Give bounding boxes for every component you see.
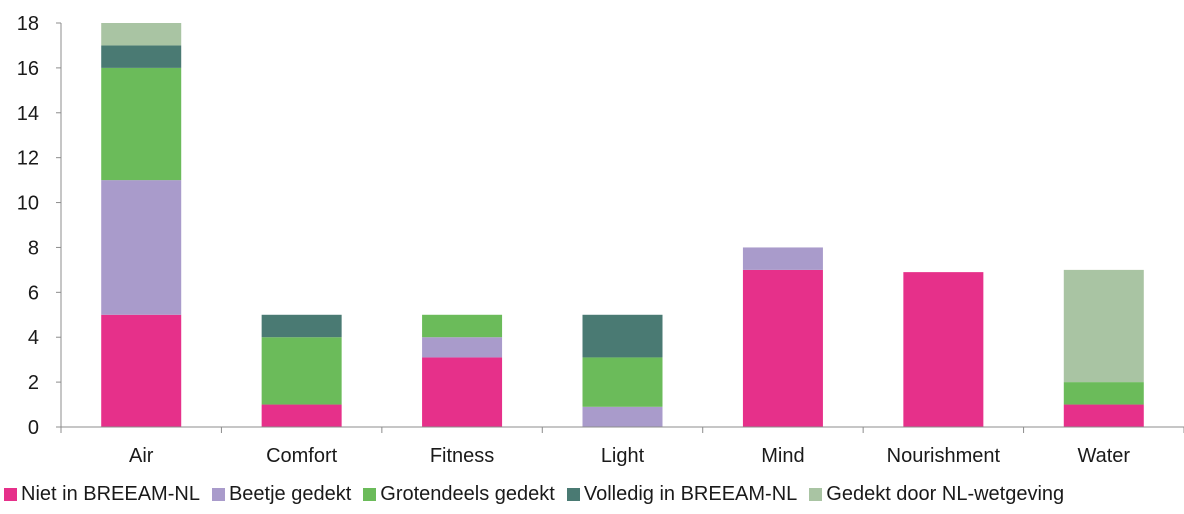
bar-segment-fitness-series-0 [422, 357, 503, 427]
x-tick-label: Water [1077, 445, 1130, 467]
y-tick-label: 18 [17, 13, 39, 35]
bar-segment-nourishment-series-0 [903, 272, 984, 427]
legend-swatch [566, 488, 580, 501]
x-tick-label: Air [129, 445, 154, 467]
bar-segment-comfort-series-2 [261, 337, 342, 405]
legend-item: Niet in BREEAM-NL [4, 483, 200, 506]
y-tick-label: 8 [28, 237, 39, 259]
bar-segment-mind-series-1 [742, 247, 823, 270]
y-tick-label: 12 [17, 148, 39, 170]
y-tick-label: 10 [17, 193, 39, 215]
legend-swatch [211, 488, 225, 501]
legend-label: Volledig in BREEAM-NL [583, 483, 798, 505]
legend-item: Volledig in BREEAM-NL [566, 483, 798, 506]
bar-segment-comfort-series-0 [261, 404, 342, 427]
bar-segment-mind-series-0 [742, 269, 823, 427]
y-tick-label: 16 [17, 58, 39, 80]
bar-segment-light-series-2 [582, 357, 663, 407]
legend-swatch [363, 488, 377, 501]
bars-group [101, 23, 1144, 427]
bar-segment-fitness-series-2 [422, 314, 503, 338]
y-tick-label: 6 [28, 282, 39, 304]
legend-label: Grotendeels gedekt [380, 483, 555, 505]
x-tick-label: Comfort [266, 445, 338, 467]
legend-swatch [809, 488, 823, 501]
y-tick-label: 2 [28, 372, 39, 394]
bar-segment-light-series-1 [582, 406, 663, 427]
legend: Niet in BREEAM-NL Beetje gedekt Grotendeel… [0, 483, 1184, 506]
bar-segment-air-series-0 [101, 314, 182, 427]
legend-swatch [4, 488, 17, 501]
legend-item: Grotendeels gedekt [363, 483, 555, 506]
legend-item: Gedekt door NL-wetgeving [809, 483, 1064, 506]
bar-segment-air-series-3 [101, 45, 182, 68]
y-tick-label: 14 [17, 103, 39, 125]
y-tick-label: 0 [28, 417, 39, 439]
chart: 0 2 4 6 8 10 12 14 16 18 Air Comfort Fitness Light Min… [17, 13, 1184, 467]
x-tick-label: Mind [761, 445, 804, 467]
legend-item: Beetje gedekt [211, 483, 352, 506]
bar-segment-water-series-2 [1063, 382, 1144, 405]
bar-segment-light-series-3 [582, 314, 663, 358]
legend-label: Beetje gedekt [228, 483, 352, 505]
bar-segment-fitness-series-1 [422, 337, 503, 358]
bar-segment-comfort-series-3 [261, 314, 342, 338]
x-tick-label: Light [601, 445, 645, 467]
bar-segment-water-series-4 [1063, 269, 1144, 383]
legend-label: Gedekt door NL-wetgeving [826, 483, 1065, 505]
legend-label: Niet in BREEAM-NL [21, 483, 200, 505]
x-tick-label: Fitness [430, 445, 494, 467]
bar-segment-air-series-2 [101, 67, 182, 181]
x-tick-label: Nourishment [887, 445, 1001, 467]
y-tick-label: 4 [28, 327, 39, 349]
bar-segment-water-series-0 [1063, 404, 1144, 427]
bar-segment-air-series-4 [101, 23, 182, 46]
axes-group: 0 2 4 6 8 10 12 14 16 18 Air Comfort Fitness Light Min… [17, 13, 1184, 467]
bar-segment-air-series-1 [101, 180, 182, 315]
